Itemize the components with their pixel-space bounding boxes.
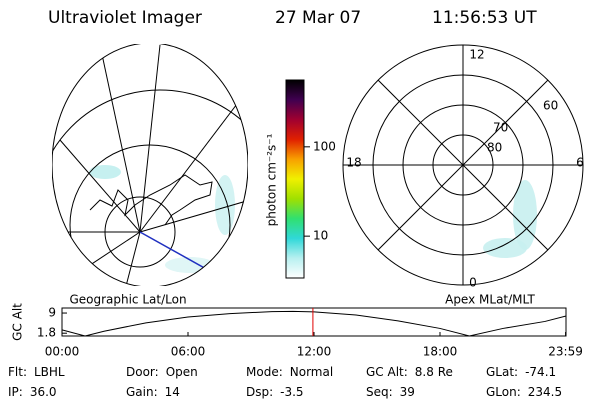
- mlt-label: 6: [576, 156, 584, 170]
- lat-label: 60: [543, 99, 558, 113]
- x-tick-label: 18:00: [423, 345, 458, 359]
- status-value: -74.1: [525, 365, 556, 379]
- left-panel-title: Geographic Lat/Lon: [69, 293, 186, 307]
- altitude-ylabel: GC Alt: [11, 303, 25, 341]
- status-label: Gain:: [126, 385, 158, 399]
- status-label: Door:: [126, 365, 159, 379]
- altitude-line: [61, 310, 566, 337]
- polar-plot: [342, 44, 584, 286]
- status-field: GLon: 234.5: [486, 385, 562, 399]
- instrument-title: Ultraviolet Imager: [48, 8, 202, 28]
- status-value: 36.0: [30, 385, 57, 399]
- x-tick-label: 00:00: [45, 345, 80, 359]
- colorbar: [285, 79, 305, 279]
- status-value: 39: [400, 385, 415, 399]
- status-value: 8.8 Re: [415, 365, 453, 379]
- status-value: Normal: [290, 365, 333, 379]
- status-value: -3.5: [280, 385, 303, 399]
- status-label: GC Alt:: [366, 365, 408, 379]
- right-panel-title: Apex MLat/MLT: [445, 293, 535, 307]
- status-field: Seq: 39: [366, 385, 415, 399]
- status-label: GLat:: [486, 365, 518, 379]
- mlt-label: 18: [346, 156, 361, 170]
- x-tick-label: 06:00: [171, 345, 206, 359]
- status-label: IP:: [8, 385, 23, 399]
- lat-label: 70: [493, 121, 508, 135]
- status-label: Mode:: [246, 365, 283, 379]
- status-field: Flt: LBHL: [8, 365, 65, 379]
- status-label: Seq:: [366, 385, 393, 399]
- status-value: LBHL: [34, 365, 65, 379]
- colorbar-tick-label: 100: [313, 139, 336, 153]
- date: 27 Mar 07: [275, 8, 361, 28]
- x-tick-label: 23:59: [548, 345, 583, 359]
- y-tick-label: 1.8: [37, 326, 56, 340]
- colorbar-label: photon cm⁻²s⁻¹: [265, 133, 279, 226]
- status-field: IP: 36.0: [8, 385, 57, 399]
- status-field: Gain: 14: [126, 385, 180, 399]
- status-field: Door: Open: [126, 365, 198, 379]
- x-tick-label: 12:00: [297, 345, 332, 359]
- status-value: Open: [166, 365, 198, 379]
- status-field: GLat: -74.1: [486, 365, 556, 379]
- lat-label: 80: [487, 141, 502, 155]
- status-value: 234.5: [528, 385, 562, 399]
- mlt-label: 12: [469, 48, 484, 62]
- status-label: Flt:: [8, 365, 27, 379]
- status-value: 14: [165, 385, 180, 399]
- time: 11:56:53 UT: [432, 8, 537, 28]
- colorbar-tick-label: 10: [313, 229, 328, 243]
- status-field: Mode: Normal: [246, 365, 333, 379]
- mlt-label: 0: [469, 276, 477, 290]
- status-label: Dsp:: [246, 385, 273, 399]
- status-field: GC Alt: 8.8 Re: [366, 365, 453, 379]
- status-field: Dsp: -3.5: [246, 385, 304, 399]
- status-label: GLon:: [486, 385, 521, 399]
- y-tick-label: 9: [48, 306, 56, 320]
